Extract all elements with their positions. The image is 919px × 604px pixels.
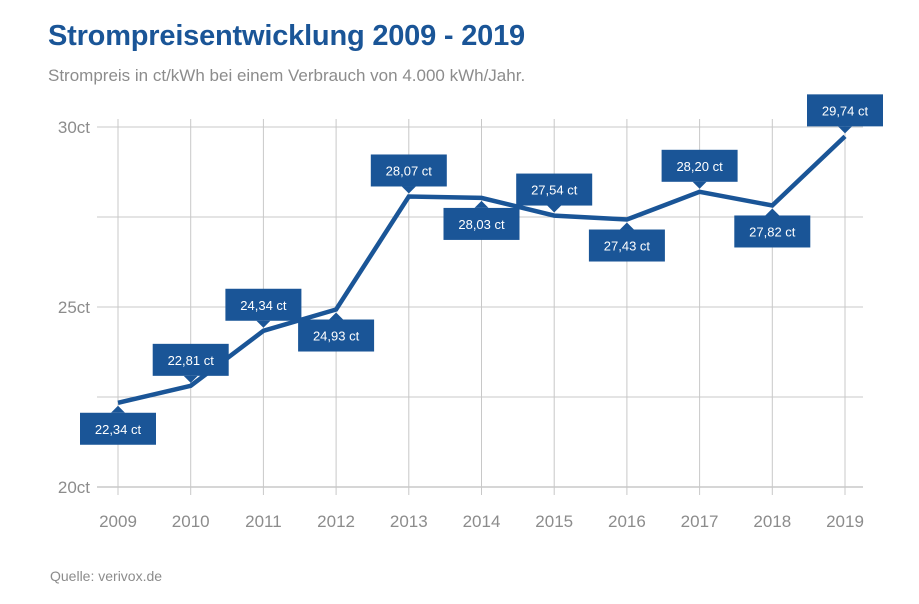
chart-title: Strompreisentwicklung 2009 - 2019 — [48, 20, 525, 52]
data-label-box — [734, 215, 811, 248]
series-line — [117, 134, 847, 405]
y-tick-label: 20ct — [58, 478, 90, 497]
data-label-box — [807, 94, 883, 127]
data-label-pointer — [256, 320, 271, 328]
data-label-box — [516, 173, 593, 206]
data-label: 29,74 ct — [822, 103, 869, 118]
data-label-pointer — [838, 126, 852, 134]
x-tick-label: 2015 — [535, 512, 573, 531]
data-label-pointer — [692, 181, 707, 189]
data-label-box — [443, 207, 520, 240]
data-label-pointer — [401, 186, 416, 194]
y-tick-label: 30ct — [58, 118, 90, 137]
data-label: 28,07 ct — [386, 163, 433, 178]
x-tick-label: 2017 — [681, 512, 719, 531]
x-tick-label: 2012 — [317, 512, 355, 531]
data-label-pointer — [111, 405, 125, 413]
y-tick-label: 25ct — [58, 298, 90, 317]
x-tick-label: 2013 — [390, 512, 428, 531]
data-label-box — [298, 319, 375, 352]
data-label: 28,20 ct — [676, 159, 723, 174]
data-label: 27,82 ct — [749, 224, 796, 239]
data-label-pointer — [474, 200, 489, 208]
data-label-box — [370, 154, 447, 187]
data-label: 22,81 ct — [168, 353, 215, 368]
data-label-pointer — [183, 375, 198, 383]
data-label: 24,93 ct — [313, 329, 360, 344]
data-label-box — [661, 149, 738, 182]
x-tick-label: 2018 — [753, 512, 791, 531]
data-label-box — [152, 343, 229, 376]
data-label: 28,03 ct — [458, 217, 505, 232]
data-label-box — [588, 229, 665, 262]
data-label-box — [225, 288, 302, 321]
x-tick-label: 2016 — [608, 512, 646, 531]
data-label-pointer — [547, 205, 562, 213]
x-tick-label: 2009 — [99, 512, 137, 531]
x-tick-label: 2011 — [245, 512, 282, 531]
data-label: 22,34 ct — [95, 422, 142, 437]
data-label-pointer — [765, 208, 780, 216]
source-note: Quelle: verivox.de — [50, 568, 163, 584]
x-tick-label: 2010 — [172, 512, 210, 531]
data-label-box — [80, 412, 156, 445]
data-label: 27,43 ct — [604, 239, 651, 254]
x-tick-label: 2019 — [826, 512, 864, 531]
data-label: 24,34 ct — [240, 298, 287, 313]
x-tick-label: 2014 — [463, 512, 501, 531]
data-label-pointer — [619, 222, 634, 230]
data-label: 27,54 ct — [531, 183, 578, 198]
chart-subtitle: Strompreis in ct/kWh bei einem Verbrauch… — [48, 66, 526, 85]
data-label-pointer — [329, 312, 344, 320]
